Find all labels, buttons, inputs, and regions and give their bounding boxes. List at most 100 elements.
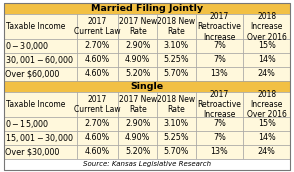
Text: Over $60,000: Over $60,000 (5, 69, 60, 78)
Bar (196, 131, 243, 145)
Text: 4.90%: 4.90% (125, 133, 150, 142)
Text: 5.25%: 5.25% (163, 55, 189, 64)
Bar (157, 67, 196, 80)
Bar (196, 67, 243, 80)
Text: 2017
Retroactive
Increase: 2017 Retroactive Increase (198, 12, 241, 41)
Bar (196, 39, 243, 53)
Bar (77, 92, 118, 117)
Bar (4, 117, 77, 131)
Text: 2.90%: 2.90% (125, 41, 151, 50)
Text: 13%: 13% (211, 69, 228, 78)
Bar (157, 39, 196, 53)
Text: 4.90%: 4.90% (125, 55, 150, 64)
Bar (77, 145, 118, 159)
Bar (157, 53, 196, 67)
Bar (157, 92, 196, 117)
Bar (4, 159, 290, 170)
Bar (243, 14, 290, 39)
Text: 7%: 7% (213, 133, 226, 142)
Text: 4.60%: 4.60% (85, 133, 110, 142)
Text: 7%: 7% (213, 119, 226, 128)
Bar (243, 53, 290, 67)
Text: 2017
Current Law: 2017 Current Law (74, 95, 121, 114)
Text: 24%: 24% (258, 69, 276, 78)
Bar (77, 131, 118, 145)
Text: $30,001- $60,000: $30,001- $60,000 (5, 54, 74, 66)
Text: 2.90%: 2.90% (125, 119, 151, 128)
Text: 24%: 24% (258, 147, 276, 156)
Bar (118, 92, 157, 117)
Bar (196, 92, 243, 117)
Bar (4, 145, 77, 159)
Bar (4, 53, 77, 67)
Bar (196, 145, 243, 159)
Bar (118, 39, 157, 53)
Text: 2017 New
Rate: 2017 New Rate (118, 17, 157, 36)
Bar (118, 117, 157, 131)
Bar (118, 131, 157, 145)
Bar (77, 14, 118, 39)
Bar (77, 53, 118, 67)
Text: 4.60%: 4.60% (85, 55, 110, 64)
Bar (196, 14, 243, 39)
Text: 5.20%: 5.20% (125, 69, 151, 78)
Text: 2018
Increase
Over 2016: 2018 Increase Over 2016 (247, 12, 287, 41)
Text: 2018 New
Rate: 2018 New Rate (157, 95, 196, 114)
Bar (4, 3, 290, 14)
Bar (77, 117, 118, 131)
Bar (77, 39, 118, 53)
Text: 15%: 15% (258, 119, 276, 128)
Text: Married Filing Jointly: Married Filing Jointly (91, 4, 203, 13)
Text: 5.20%: 5.20% (125, 147, 151, 156)
Text: $0-$30,000: $0-$30,000 (5, 40, 50, 52)
Text: $15,001- $30,000: $15,001- $30,000 (5, 132, 74, 144)
Bar (4, 14, 77, 39)
Bar (196, 117, 243, 131)
Text: 7%: 7% (213, 55, 226, 64)
Bar (157, 131, 196, 145)
Text: 5.70%: 5.70% (164, 69, 189, 78)
Text: 13%: 13% (211, 147, 228, 156)
Text: 3.10%: 3.10% (164, 119, 189, 128)
Bar (243, 39, 290, 53)
Bar (157, 145, 196, 159)
Text: 2017
Retroactive
Increase: 2017 Retroactive Increase (198, 90, 241, 120)
Bar (4, 80, 290, 92)
Text: 5.25%: 5.25% (163, 133, 189, 142)
Text: $0-$15,000: $0-$15,000 (5, 118, 50, 130)
Bar (243, 131, 290, 145)
Text: Taxable Income: Taxable Income (6, 100, 65, 109)
Bar (118, 67, 157, 80)
Bar (196, 53, 243, 67)
Text: 4.60%: 4.60% (85, 69, 110, 78)
Text: 2017 New
Rate: 2017 New Rate (118, 95, 157, 114)
Text: 14%: 14% (258, 133, 276, 142)
Text: Single: Single (131, 82, 163, 91)
Text: 2017
Current Law: 2017 Current Law (74, 17, 121, 36)
Text: 2018 New
Rate: 2018 New Rate (157, 17, 196, 36)
Text: 14%: 14% (258, 55, 276, 64)
Text: 5.70%: 5.70% (164, 147, 189, 156)
Bar (118, 14, 157, 39)
Text: Over $30,000: Over $30,000 (5, 147, 60, 156)
Bar (243, 92, 290, 117)
Bar (243, 145, 290, 159)
Bar (118, 145, 157, 159)
Bar (4, 39, 77, 53)
Bar (243, 117, 290, 131)
Bar (4, 67, 77, 80)
Bar (77, 67, 118, 80)
Text: 7%: 7% (213, 41, 226, 50)
Bar (118, 53, 157, 67)
Text: 15%: 15% (258, 41, 276, 50)
Text: 2.70%: 2.70% (85, 119, 110, 128)
Text: 3.10%: 3.10% (164, 41, 189, 50)
Text: 4.60%: 4.60% (85, 147, 110, 156)
Bar (157, 14, 196, 39)
Text: 2018
Increase
Over 2016: 2018 Increase Over 2016 (247, 90, 287, 120)
Text: Source: Kansas Legislative Research: Source: Kansas Legislative Research (83, 161, 211, 168)
Text: 2.70%: 2.70% (85, 41, 110, 50)
Text: Taxable Income: Taxable Income (6, 22, 65, 31)
Bar (4, 131, 77, 145)
Bar (4, 92, 77, 117)
